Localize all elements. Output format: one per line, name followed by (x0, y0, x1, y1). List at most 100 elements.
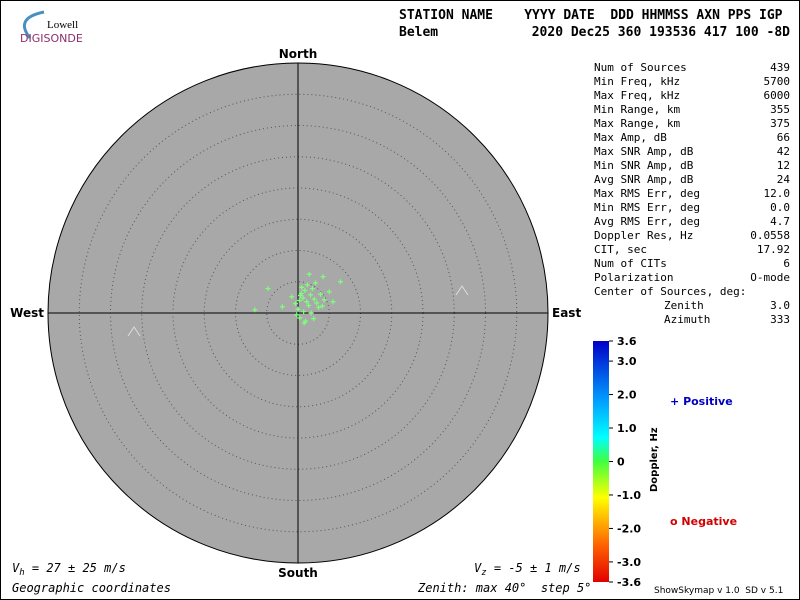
source-point (306, 303, 312, 308)
stat-value: 439 (770, 61, 790, 74)
stat-value: O-mode (750, 271, 790, 284)
direction-label: North (279, 47, 317, 61)
source-point (318, 291, 323, 297)
stat-value: 4.7 (770, 215, 790, 228)
source-point (316, 304, 322, 310)
source-point (293, 301, 298, 307)
logo-swoosh (22, 10, 45, 39)
logo-bottom: DIGISONDE (20, 32, 83, 45)
coords: Geographic coordinates (12, 581, 171, 595)
stat-label: Min RMS Err, deg (594, 201, 700, 214)
header-values: 2020 Dec25 360 193536 417 100 -8D (532, 25, 790, 40)
stat-label: Num of CITs (594, 257, 667, 270)
legend-negative: o Negative (670, 515, 737, 528)
source-point (311, 316, 317, 322)
colorbar-tick-label: -3.6 (617, 576, 641, 589)
logo-top: Lowell (47, 19, 78, 31)
source-point (308, 292, 313, 298)
center-label: Zenith (664, 299, 704, 312)
colorbar-tick-label: 1.0 (617, 422, 637, 435)
header-columns: STATION NAME YYYY DATE DDD HHMMSS AXN PP… (399, 8, 783, 23)
zenith-info: Zenith: max 40° step 5° (417, 581, 591, 595)
source-point (309, 286, 315, 292)
colorbar-tick-label: -2.0 (617, 522, 641, 535)
center-value: 333 (770, 313, 790, 326)
stat-label: Num of Sources (594, 61, 687, 74)
stat-value: 0.0558 (750, 229, 790, 242)
center-value: 3.0 (770, 299, 790, 312)
source-point (313, 280, 318, 286)
vz-symbol: V (474, 561, 482, 575)
source-point (299, 284, 305, 290)
vh-text: = 27 ± 25 m/s (25, 561, 126, 575)
direction-label: South (278, 566, 318, 580)
colorbar-tick-label: 2.0 (617, 389, 637, 402)
source-point (301, 320, 307, 326)
stat-label: Doppler Res, Hz (594, 229, 693, 242)
stat-value: 6 (783, 257, 790, 270)
source-point (306, 271, 312, 277)
colorbar-tick-label: 3.6 (617, 335, 637, 348)
stat-value: 42 (777, 145, 790, 158)
vh-symbol: V (12, 561, 20, 575)
station: Belem (399, 25, 438, 40)
stat-label: Min Range, km (594, 103, 680, 116)
source-point (289, 294, 295, 300)
colorbar-tick-label: -3.0 (617, 556, 641, 569)
colorbar-title: Doppler, Hz (649, 427, 660, 492)
colorbar-tick-label: 3.0 (617, 355, 637, 368)
source-point (304, 299, 310, 305)
colorbar-tick-label: -1.0 (617, 489, 641, 502)
colorbar (593, 341, 609, 582)
center-title: Center of Sources, deg: (594, 285, 746, 298)
vz-text: = -5 ± 1 m/s (487, 561, 581, 575)
stat-value: 24 (777, 173, 791, 186)
source-point (302, 288, 308, 293)
stat-value: 17.92 (757, 243, 790, 256)
stat-label: Min Freq, kHz (594, 75, 680, 88)
stat-value: 5700 (764, 75, 791, 88)
source-point (320, 274, 326, 280)
source-point (326, 289, 332, 295)
vz: Vz = -5 ± 1 m/s (474, 561, 581, 578)
stat-value: 66 (777, 131, 790, 144)
stat-value: 375 (770, 117, 790, 130)
vz-sub: z (481, 568, 486, 578)
source-point (314, 300, 320, 306)
source-point (294, 312, 300, 318)
source-point (279, 304, 285, 310)
stat-value: 12.0 (764, 187, 791, 200)
legend-label: Negative (681, 515, 737, 528)
stat-label: Max Amp, dB (594, 131, 667, 144)
stat-value: 6000 (764, 89, 791, 102)
stat-label: Avg RMS Err, deg (594, 215, 700, 228)
source-point (301, 309, 307, 315)
stat-label: Avg SNR Amp, dB (594, 173, 694, 186)
vh-sub: h (19, 568, 24, 578)
source-point (319, 303, 325, 309)
direction-label: East (552, 306, 581, 320)
legend-symbol: o (670, 515, 678, 528)
center-label: Azimuth (664, 313, 710, 326)
stat-label: Max RMS Err, deg (594, 187, 700, 200)
stat-label: Polarization (594, 271, 673, 284)
stat-value: 0.0 (770, 201, 790, 214)
marker (127, 285, 469, 337)
vh: Vh = 27 ± 25 m/s (12, 561, 126, 578)
colorbar-tick-label: 0 (617, 456, 625, 469)
stat-label: Min SNR Amp, dB (594, 159, 694, 172)
source-point (321, 297, 327, 303)
source-point (298, 293, 303, 298)
source-point (338, 279, 343, 285)
stat-value: 355 (770, 103, 790, 116)
version: ShowSkymap v 1.0 SD v 5.1 (654, 586, 783, 596)
stat-label: Max Range, km (594, 117, 680, 130)
source-point (304, 282, 310, 288)
legend-symbol: + (670, 395, 679, 408)
stat-label: Max Freq, kHz (594, 89, 680, 102)
source-point (297, 315, 303, 321)
legend-label: Positive (683, 395, 733, 408)
source-point (265, 286, 271, 292)
direction-label: West (10, 306, 44, 320)
